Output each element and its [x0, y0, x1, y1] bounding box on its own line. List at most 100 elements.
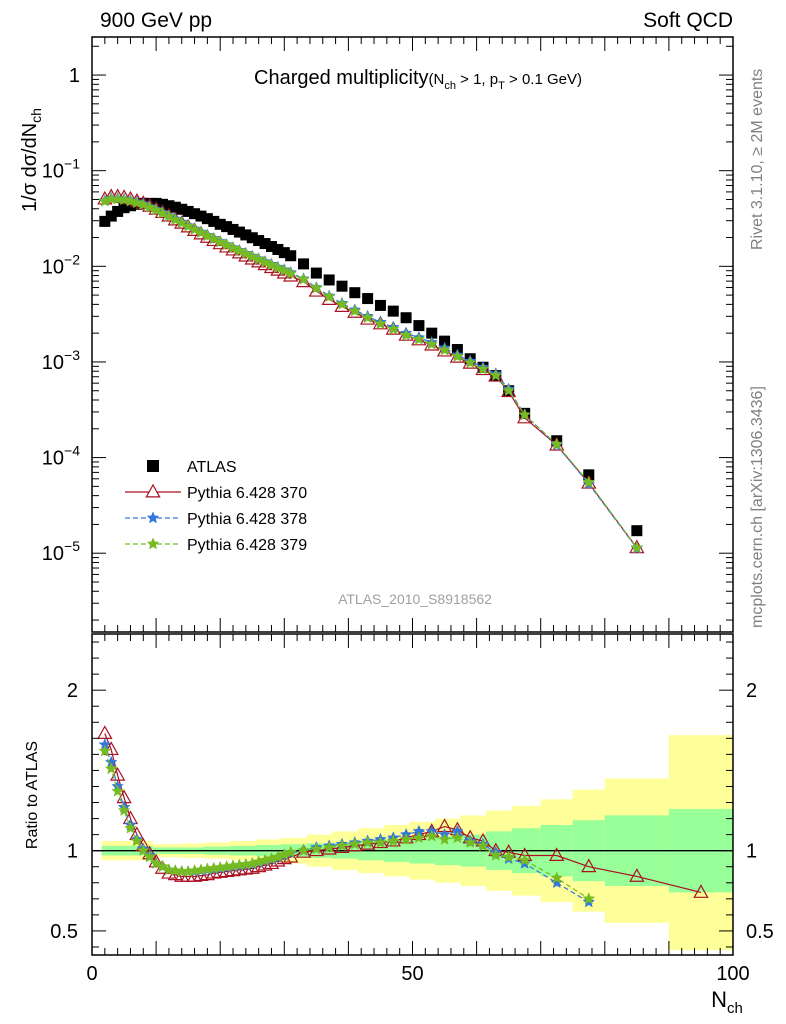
- data-point: [258, 255, 272, 268]
- data-point: [631, 525, 643, 537]
- ratio-plot-content: [92, 725, 733, 951]
- data-point: [348, 304, 362, 317]
- data-point: [265, 258, 278, 271]
- data-point: [439, 335, 451, 347]
- legend-marker: [146, 537, 160, 550]
- data-point: [518, 408, 532, 421]
- data-point: [112, 205, 124, 217]
- legend: ATLAS Pythia 6.428 370 Pythia 6.428 378 Pyt…: [125, 459, 307, 554]
- ratio-point: [348, 837, 362, 850]
- data-point: [136, 198, 150, 211]
- data-point: [550, 437, 564, 450]
- data-point: [118, 202, 130, 214]
- data-point: [246, 232, 258, 244]
- data-point: [169, 201, 181, 213]
- ratio-point: [412, 831, 426, 844]
- x-tick-label: 100: [716, 963, 749, 985]
- ratio-y-tick-label: 1: [67, 841, 78, 863]
- series-line: [104, 198, 638, 549]
- data-point: [278, 247, 290, 259]
- ratio-point: [98, 744, 112, 757]
- x-axis-label: Nch: [711, 987, 743, 1017]
- data-point: [194, 226, 208, 239]
- data-point: [425, 337, 439, 350]
- data-point: [284, 266, 298, 279]
- legend-label: Pythia 6.428 379: [187, 537, 307, 554]
- data-point: [265, 241, 277, 253]
- plot-title-main: Charged multiplicity: [254, 67, 429, 89]
- ratio-point: [322, 840, 336, 853]
- data-point: [349, 287, 361, 299]
- data-point: [188, 222, 201, 236]
- data-point: [412, 332, 426, 345]
- data-point: [438, 343, 451, 356]
- plot-title-mid: > 1, p: [456, 71, 498, 88]
- data-point: [362, 293, 374, 305]
- ratio-point: [489, 848, 503, 861]
- plot-title-t: T: [498, 80, 505, 92]
- ratio-point: [398, 829, 414, 844]
- ratio-point: [386, 834, 400, 847]
- ratio-point: [117, 803, 131, 816]
- data-point: [323, 274, 335, 286]
- data-point: [285, 250, 297, 262]
- data-point: [117, 193, 131, 206]
- ratio-point: [309, 842, 323, 855]
- legend-label: Pythia 6.428 378: [187, 511, 307, 528]
- data-point: [451, 349, 464, 362]
- data-point: [221, 221, 233, 233]
- y-tick-label: 1: [69, 65, 80, 87]
- data-point: [489, 368, 503, 381]
- data-point: [214, 218, 226, 230]
- rivet-label: Rivet 3.1.10, ≥ 2M events: [749, 69, 766, 250]
- ratio-point: [104, 762, 118, 775]
- ratio-point: [502, 850, 516, 863]
- data-point: [400, 312, 412, 324]
- main-plot-axes: 1 10−1 10−2 10−3 10−4 10−5: [42, 37, 734, 632]
- data-point: [111, 192, 124, 205]
- legend-marker: [145, 483, 161, 498]
- data-point: [374, 317, 387, 330]
- data-point: [297, 272, 310, 285]
- y-tick-label: 10−3: [42, 347, 80, 374]
- ratio-point: [629, 868, 645, 882]
- legend-label: Pythia 6.428 370: [187, 485, 307, 502]
- data-point: [272, 243, 284, 255]
- series-line: [104, 196, 638, 549]
- series-1: [97, 188, 645, 554]
- data-point: [157, 198, 169, 210]
- data-point: [387, 305, 399, 317]
- data-point: [386, 322, 400, 335]
- ratio-y-tick-label-right: 0.5: [746, 921, 774, 943]
- ratio-point: [581, 858, 597, 873]
- data-point: [630, 541, 644, 554]
- data-point: [233, 226, 245, 238]
- legend-label: ATLAS: [187, 459, 237, 476]
- data-point: [240, 229, 252, 241]
- data-point: [189, 208, 201, 220]
- ratio-y-tick-label: 0.5: [50, 921, 78, 943]
- plot-title: Charged multiplicity(Nch > 1, pT > 0.1 G…: [254, 67, 582, 92]
- data-point: [208, 215, 220, 227]
- ratio-point: [463, 835, 477, 849]
- data-point: [245, 250, 259, 263]
- ratio-series-2: [98, 744, 596, 905]
- series-line: [104, 197, 638, 549]
- data-point: [335, 297, 349, 310]
- ratio-point: [130, 834, 144, 847]
- data-point: [399, 328, 413, 341]
- legend-item: Pythia 6.428 379: [125, 537, 307, 554]
- data-point: [298, 258, 310, 270]
- data-point: [463, 356, 477, 369]
- data-point: [336, 280, 348, 292]
- y-tick-label: 10−5: [42, 538, 80, 565]
- data-point: [476, 362, 490, 375]
- data-point: [124, 194, 137, 207]
- legend-item: ATLAS: [147, 459, 237, 476]
- ratio-point: [451, 831, 464, 844]
- ratio-point: [335, 839, 349, 852]
- data-point: [252, 252, 266, 265]
- ratio-point: [518, 853, 532, 866]
- analysis-id: ATLAS_2010_S8918562: [338, 591, 492, 607]
